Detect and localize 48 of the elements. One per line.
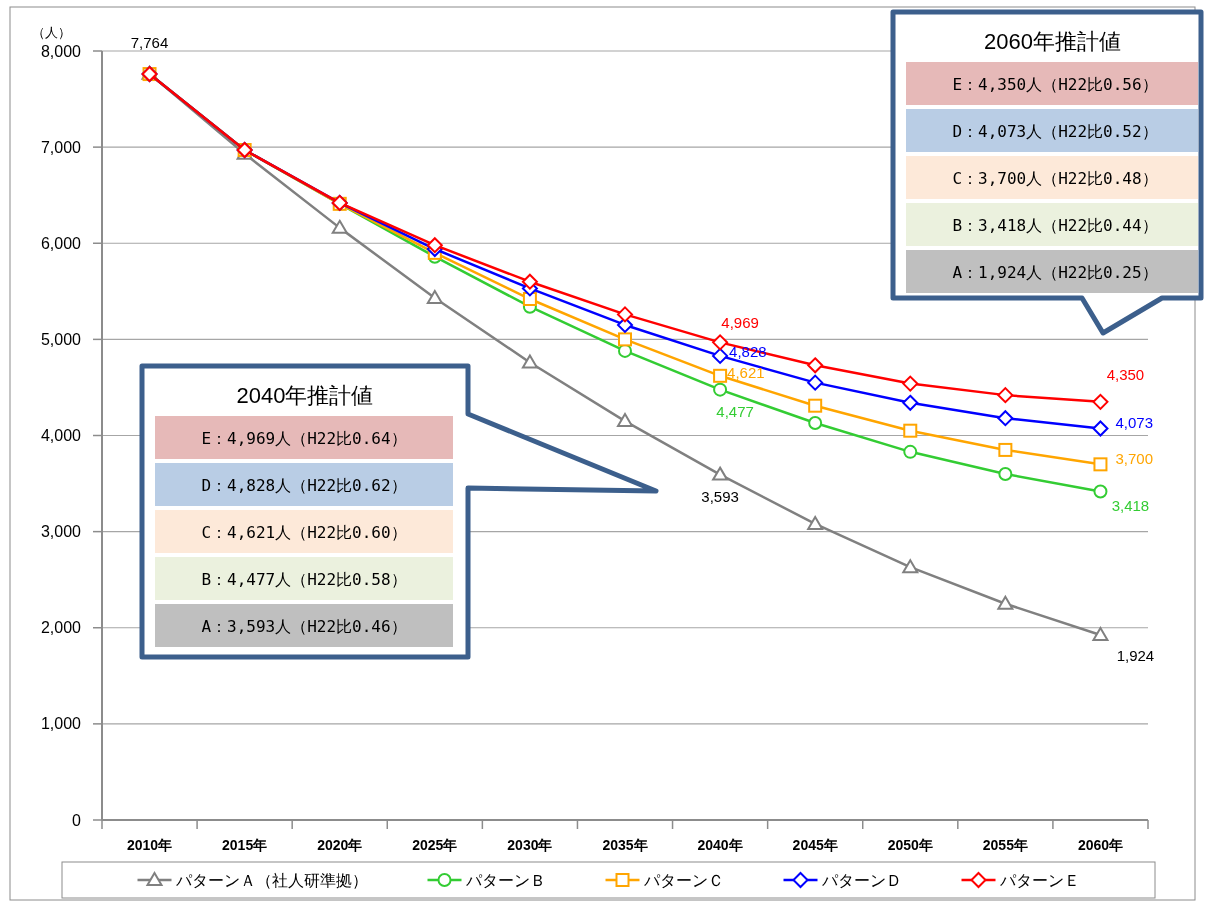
annotation: 2060年推計値 (984, 28, 1121, 54)
x-tick-label: 2055年 (982, 837, 1028, 853)
legend-label: パターンＢ (464, 871, 546, 889)
x-tick-label: 2015年 (222, 837, 268, 853)
x-tick-label: 2020年 (317, 837, 363, 853)
data-label: 3,593 (701, 488, 739, 506)
y-tick-label: 1,000 (40, 715, 82, 733)
data-label: 4,969 (721, 313, 759, 331)
x-tick-label: 2045年 (792, 837, 838, 853)
y-tick-label: 4,000 (40, 427, 82, 444)
data-label: 7,764 (130, 34, 169, 52)
x-tick-label: 2040年 (697, 837, 743, 853)
annotation: A：3,593人（H22比0.46） (201, 616, 407, 636)
y-tick-label: 7,000 (40, 138, 82, 156)
y-tick-label: 3,000 (40, 523, 82, 541)
y-tick-label: 2,000 (40, 619, 82, 637)
x-tick-label: 2030年 (507, 837, 553, 853)
x-tick-label: 2010年 (126, 837, 173, 853)
annotation: 2040年推計値 (236, 382, 374, 408)
y-tick-label: 6,000 (40, 234, 82, 252)
annotation: C：3,700人（H22比0.48） (952, 168, 1158, 188)
data-label: 3,700 (1115, 449, 1153, 467)
annotation: E：4,350人（H22比0.56） (952, 74, 1158, 94)
y-axis-title: （人） (31, 24, 71, 40)
data-label: 4,621 (727, 364, 765, 382)
y-tick-label: 5,000 (40, 330, 82, 348)
x-tick-label: 2060年 (1077, 837, 1124, 853)
legend-label: パターンＤ (820, 871, 902, 889)
y-tick-label: 8,000 (40, 42, 82, 60)
annotation: B：4,477人（H22比0.58） (201, 569, 407, 589)
annotation: C：4,621人（H22比0.60） (201, 522, 407, 542)
y-tick-label: 0 (72, 811, 82, 829)
legend-label: パターンＣ (642, 871, 724, 889)
legend-label: パターンＡ（社人研準拠） (174, 871, 368, 889)
legend-label: パターンＥ (998, 871, 1080, 889)
annotation: B：3,418人（H22比0.44） (952, 215, 1158, 235)
annotation: D：4,828人（H22比0.62） (201, 475, 407, 495)
x-tick-label: 2025年 (412, 837, 458, 853)
data-label: 1,924 (1116, 646, 1155, 664)
x-tick-label: 2050年 (887, 837, 933, 853)
data-label: 4,073 (1115, 413, 1153, 431)
data-label: 4,477 (716, 403, 754, 421)
x-tick-label: 2035年 (602, 837, 648, 853)
annotation: E：4,969人（H22比0.64） (201, 428, 407, 448)
data-label: 3,418 (1111, 496, 1150, 514)
annotation: D：4,073人（H22比0.52） (952, 121, 1158, 141)
data-label: 4,350 (1106, 366, 1145, 384)
annotation: A：1,924人（H22比0.25） (952, 262, 1158, 282)
